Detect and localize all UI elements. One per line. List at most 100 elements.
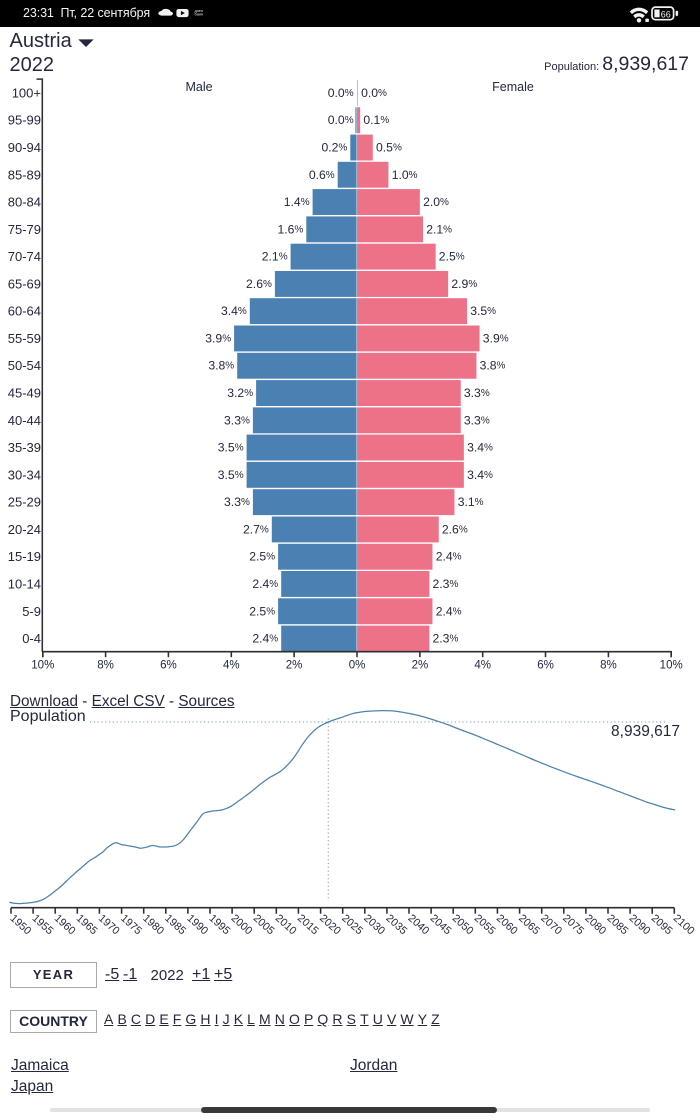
svg-text:4%: 4% (474, 660, 491, 672)
svg-text:3.3%: 3.3% (224, 413, 250, 427)
svg-text:1965: 1965 (74, 912, 100, 937)
svg-text:2080: 2080 (582, 912, 608, 937)
svg-text:2065: 2065 (516, 912, 542, 937)
svg-text:10%: 10% (31, 660, 54, 672)
svg-text:0.0%: 0.0% (328, 86, 354, 100)
svg-text:3.4%: 3.4% (221, 304, 247, 318)
svg-text:4%: 4% (223, 660, 240, 672)
svg-text:2045: 2045 (428, 912, 454, 937)
svg-text:3.4%: 3.4% (467, 468, 493, 482)
svg-text:2060: 2060 (494, 912, 520, 937)
svg-text:1.0%: 1.0% (392, 168, 418, 182)
svg-text:3.3%: 3.3% (464, 413, 490, 427)
svg-text:15-19: 15-19 (8, 549, 41, 564)
svg-text:2090: 2090 (627, 912, 653, 937)
svg-text:0.0%: 0.0% (361, 86, 387, 100)
svg-text:0.2%: 0.2% (321, 141, 347, 155)
svg-text:2%: 2% (412, 660, 429, 672)
svg-text:8,939,617: 8,939,617 (611, 723, 680, 740)
svg-text:3.8%: 3.8% (480, 359, 506, 373)
svg-text:30-34: 30-34 (8, 467, 41, 482)
svg-text:1.4%: 1.4% (284, 195, 310, 209)
svg-text:90-94: 90-94 (8, 140, 41, 155)
svg-text:1950: 1950 (7, 912, 33, 937)
svg-text:3.9%: 3.9% (483, 332, 509, 346)
svg-text:45-49: 45-49 (8, 386, 41, 401)
svg-text:1980: 1980 (140, 912, 166, 937)
svg-text:75-79: 75-79 (8, 222, 41, 237)
svg-text:3.5%: 3.5% (470, 304, 496, 318)
svg-text:3.8%: 3.8% (208, 359, 234, 373)
svg-text:2.5%: 2.5% (249, 604, 275, 618)
svg-text:1.6%: 1.6% (277, 222, 303, 236)
svg-text:20-24: 20-24 (8, 522, 41, 537)
svg-text:2035: 2035 (383, 912, 409, 937)
svg-text:2.4%: 2.4% (252, 632, 278, 646)
svg-text:55-59: 55-59 (8, 331, 41, 346)
svg-text:1955: 1955 (30, 912, 56, 937)
svg-text:3.5%: 3.5% (218, 441, 244, 455)
svg-text:2005: 2005 (251, 912, 277, 937)
svg-text:35-39: 35-39 (8, 440, 41, 455)
svg-text:2.5%: 2.5% (249, 550, 275, 564)
svg-text:0.5%: 0.5% (376, 141, 402, 155)
svg-text:0.0%: 0.0% (328, 113, 354, 127)
svg-text:80-84: 80-84 (8, 195, 41, 210)
svg-text:1970: 1970 (96, 912, 122, 937)
svg-text:2.6%: 2.6% (442, 522, 468, 536)
svg-text:Male: Male (185, 80, 212, 94)
svg-text:1995: 1995 (206, 912, 232, 937)
svg-text:2.4%: 2.4% (436, 604, 462, 618)
svg-text:6%: 6% (160, 660, 177, 672)
svg-text:3.3%: 3.3% (224, 495, 250, 509)
svg-text:85-89: 85-89 (8, 167, 41, 182)
svg-text:1990: 1990 (184, 912, 210, 937)
svg-text:25-29: 25-29 (8, 495, 41, 510)
svg-text:бaнk: бaнk (195, 12, 204, 17)
svg-text:0.6%: 0.6% (309, 168, 335, 182)
svg-text:1975: 1975 (118, 912, 144, 937)
svg-text:2100: 2100 (671, 912, 697, 937)
svg-text:6%: 6% (537, 660, 554, 672)
svg-text:2.4%: 2.4% (252, 577, 278, 591)
svg-text:2000: 2000 (229, 912, 255, 937)
svg-text:8%: 8% (97, 660, 114, 672)
svg-text:2085: 2085 (604, 912, 630, 937)
svg-text:Female: Female (492, 80, 534, 94)
svg-text:2050: 2050 (450, 912, 476, 937)
svg-text:2075: 2075 (560, 912, 586, 937)
svg-text:3.2%: 3.2% (227, 386, 253, 400)
svg-text:дзen: дзen (195, 8, 204, 13)
svg-text:2020: 2020 (317, 912, 343, 937)
svg-text:2095: 2095 (649, 912, 675, 937)
svg-text:70-74: 70-74 (8, 249, 41, 264)
svg-text:2070: 2070 (538, 912, 564, 937)
svg-text:2.5%: 2.5% (439, 250, 465, 264)
svg-text:2055: 2055 (472, 912, 498, 937)
svg-text:2.0%: 2.0% (423, 195, 449, 209)
svg-text:3.1%: 3.1% (458, 495, 484, 509)
svg-text:2030: 2030 (361, 912, 387, 937)
svg-text:2.3%: 2.3% (433, 577, 459, 591)
svg-text:2.1%: 2.1% (262, 250, 288, 264)
svg-text:0.1%: 0.1% (363, 113, 389, 127)
svg-text:60-64: 60-64 (8, 304, 41, 319)
svg-text:2040: 2040 (405, 912, 431, 937)
svg-text:2025: 2025 (339, 912, 365, 937)
svg-text:2.4%: 2.4% (436, 550, 462, 564)
svg-text:66: 66 (661, 9, 671, 19)
svg-text:2010: 2010 (273, 912, 299, 937)
svg-text:3.4%: 3.4% (467, 441, 493, 455)
svg-text:3.9%: 3.9% (205, 332, 231, 346)
svg-text:65-69: 65-69 (8, 276, 41, 291)
svg-text:2.3%: 2.3% (433, 632, 459, 646)
svg-text:2.7%: 2.7% (243, 522, 269, 536)
svg-text:0-4: 0-4 (22, 631, 41, 646)
svg-text:2015: 2015 (295, 912, 321, 937)
svg-text:5-9: 5-9 (22, 604, 41, 619)
svg-text:3.3%: 3.3% (464, 386, 490, 400)
svg-text:3.5%: 3.5% (218, 468, 244, 482)
svg-text:2.6%: 2.6% (246, 277, 272, 291)
svg-text:1985: 1985 (162, 912, 188, 937)
svg-text:2%: 2% (286, 660, 303, 672)
